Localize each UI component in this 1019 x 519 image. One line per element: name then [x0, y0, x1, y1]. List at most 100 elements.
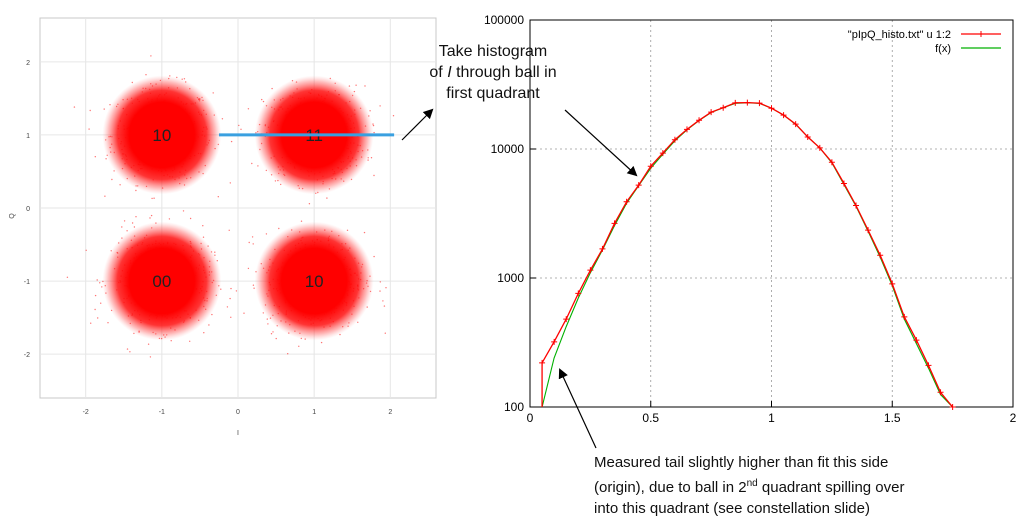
- constellation-point: [183, 78, 186, 80]
- tail-callout-arrow: [558, 368, 597, 449]
- histogram-data-point: [611, 220, 618, 227]
- histogram-series: [539, 99, 956, 410]
- constellation-point: [240, 128, 242, 130]
- histogram-data-point: [744, 99, 751, 106]
- constellation-point: [105, 158, 107, 160]
- constellation-y-tick-label: 1: [26, 133, 30, 140]
- constellation-point: [243, 312, 245, 314]
- histogram-x-tick-label: 0: [527, 411, 534, 425]
- constellation-point: [384, 332, 386, 334]
- constellation-point: [373, 174, 375, 177]
- histogram-callout-line1: Take histogram: [438, 43, 548, 60]
- histogram-y-tick-label: 100: [504, 400, 524, 414]
- constellation-point: [251, 162, 253, 165]
- constellation-point: [265, 233, 268, 235]
- histogram-data-point: [696, 117, 703, 124]
- constellation-point: [229, 182, 231, 184]
- histogram-data-point: [563, 316, 570, 323]
- histogram-data-point: [768, 105, 775, 112]
- constellation-point: [90, 322, 92, 324]
- histogram-data-point: [671, 136, 678, 143]
- constellation-point: [308, 203, 311, 205]
- constellation-y-tick-label: 2: [26, 60, 30, 67]
- constellation-point: [150, 214, 153, 217]
- constellation-point: [149, 217, 151, 219]
- histogram-legend: "pIpQ_histo.txt" u 1:2 f(x): [848, 29, 1001, 55]
- constellation-point: [151, 197, 153, 200]
- constellation-point: [379, 281, 381, 283]
- tail-callout: Measured tail slightly higher than fit t…: [594, 452, 1014, 519]
- constellation-point: [253, 287, 255, 289]
- constellation-point: [221, 118, 224, 120]
- constellation-point: [119, 184, 121, 186]
- constellation-point: [383, 305, 386, 307]
- constellation-point: [251, 236, 254, 238]
- histogram-data-point: [623, 198, 630, 205]
- constellation-point: [364, 85, 366, 87]
- histogram-data-line: [541, 101, 954, 408]
- constellation-point: [230, 287, 232, 290]
- constellation-cluster-ball: [102, 75, 222, 195]
- histogram-data-point: [780, 112, 787, 119]
- constellation-point: [135, 216, 137, 218]
- constellation-point: [189, 340, 191, 342]
- histogram-x-tick-label: 2: [1010, 411, 1017, 425]
- constellation-point: [149, 356, 152, 358]
- constellation-point: [170, 340, 172, 342]
- constellation-point: [94, 294, 97, 297]
- constellation-point: [202, 236, 205, 238]
- histogram-data-point: [599, 245, 606, 252]
- constellation-point: [272, 331, 274, 333]
- constellation-point: [229, 297, 231, 300]
- constellation-xlabel: I: [237, 430, 239, 437]
- constellation-ylabel: Q: [9, 213, 16, 219]
- constellation-point: [208, 324, 210, 326]
- histogram-data-point: [840, 180, 847, 187]
- constellation-point: [228, 229, 230, 231]
- constellation-point: [326, 197, 328, 199]
- constellation-point: [85, 249, 87, 251]
- constellation-point: [320, 341, 323, 344]
- histogram-y-tick-label: 1000: [497, 271, 524, 285]
- constellation-point: [126, 230, 128, 232]
- constellation-point: [123, 220, 126, 222]
- tail-callout-line2: (origin), due to ball in 2nd quadrant sp…: [594, 478, 905, 496]
- constellation-point: [153, 197, 155, 199]
- constellation-cluster-ball: [102, 221, 222, 341]
- constellation-point: [247, 267, 250, 270]
- histogram-data-point: [937, 389, 944, 396]
- constellation-point: [66, 276, 69, 278]
- constellation-point: [348, 85, 351, 87]
- constellation-y-tick-label: -1: [24, 279, 30, 286]
- constellation-point: [96, 279, 98, 281]
- constellation-point: [100, 302, 102, 304]
- constellation-point: [373, 131, 375, 134]
- legend-entry-label: "pIpQ_histo.txt" u 1:2: [848, 29, 951, 41]
- constellation-point: [94, 308, 96, 311]
- constellation-point: [211, 313, 213, 316]
- constellation-point: [370, 157, 373, 159]
- constellation-point: [150, 55, 152, 57]
- constellation-point: [230, 140, 233, 143]
- constellation-point: [382, 300, 384, 302]
- constellation-point: [262, 312, 264, 314]
- constellation-point: [392, 115, 395, 117]
- constellation-point: [89, 109, 91, 112]
- constellation-point: [202, 225, 204, 227]
- constellation-point: [214, 251, 216, 253]
- histogram-data-point: [804, 133, 811, 140]
- constellation-point: [267, 323, 269, 325]
- histogram-x-tick-label: 1.5: [884, 411, 901, 425]
- constellation-point: [300, 220, 303, 222]
- constellation-x-tick-label: 0: [236, 409, 240, 416]
- constellation-cluster-label: 00: [152, 272, 171, 291]
- constellation-point: [257, 165, 259, 167]
- constellation-point: [107, 322, 109, 324]
- constellation-point: [379, 290, 381, 292]
- histogram-callout-line3: first quadrant: [446, 85, 540, 102]
- constellation-point: [226, 306, 229, 308]
- constellation-point: [363, 231, 366, 234]
